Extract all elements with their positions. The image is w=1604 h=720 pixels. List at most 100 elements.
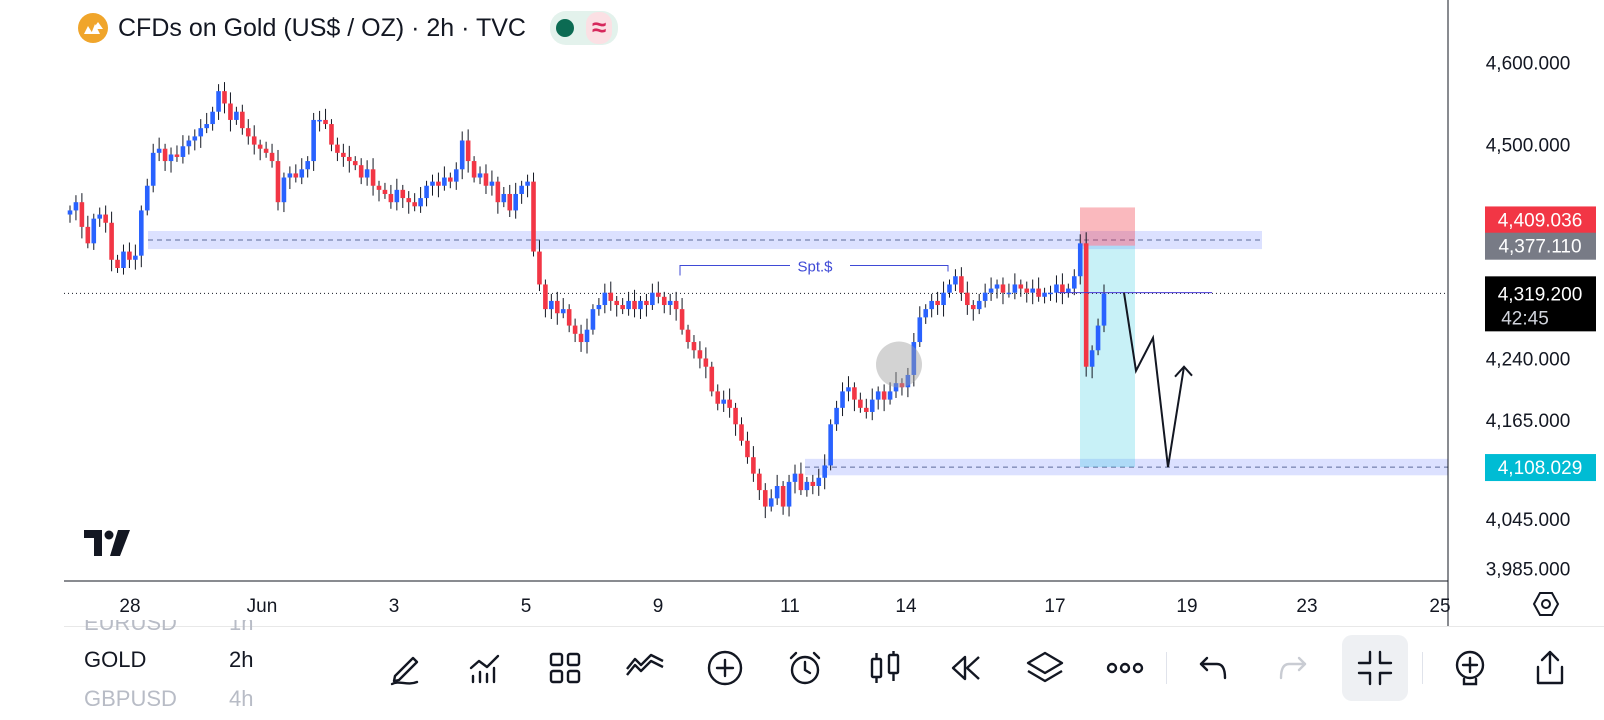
candle-body bbox=[1030, 288, 1035, 293]
candle-body bbox=[162, 148, 168, 162]
candle-body bbox=[1036, 288, 1041, 297]
candle-body bbox=[115, 259, 120, 269]
candle-body bbox=[346, 156, 352, 162]
candle-body bbox=[430, 181, 435, 186]
candle-body bbox=[1054, 284, 1059, 293]
watchlist-picker[interactable]: EURUSD 1h GOLD 2h GBPUSD 4h bbox=[84, 620, 284, 720]
price-tick-label: 4,240.000 bbox=[1486, 349, 1571, 370]
candle-body bbox=[412, 202, 417, 207]
indicators-icon[interactable] bbox=[460, 640, 510, 696]
candle-body bbox=[632, 300, 637, 310]
candle-body bbox=[792, 473, 798, 482]
candle-body bbox=[222, 91, 227, 104]
candle-body bbox=[840, 391, 845, 408]
candle-body bbox=[198, 128, 204, 137]
candle-body bbox=[762, 490, 768, 507]
candle-body bbox=[703, 358, 709, 367]
layers-icon[interactable] bbox=[1020, 640, 1070, 696]
date-tick-label: 19 bbox=[1176, 596, 1197, 617]
candle-body bbox=[810, 481, 816, 486]
candle-body bbox=[757, 473, 762, 491]
toolbar-separator bbox=[1166, 652, 1167, 684]
candle-body bbox=[893, 383, 899, 392]
candle-body bbox=[382, 189, 388, 194]
candle-body bbox=[685, 329, 691, 343]
candle-body bbox=[299, 169, 305, 178]
candle-body bbox=[109, 222, 114, 260]
candle-body bbox=[863, 407, 869, 412]
drawing-tools-icon[interactable] bbox=[620, 640, 670, 696]
undo-icon[interactable] bbox=[1188, 640, 1238, 696]
candle-body bbox=[139, 210, 144, 256]
candle-body bbox=[388, 193, 394, 203]
market-open-icon[interactable] bbox=[555, 19, 574, 37]
more-icon[interactable] bbox=[1100, 640, 1150, 696]
candle-body bbox=[376, 185, 382, 190]
candle-body bbox=[483, 173, 489, 186]
redo-icon[interactable] bbox=[1268, 640, 1318, 696]
candle-body bbox=[501, 193, 507, 203]
chart-settings-icon[interactable] bbox=[1532, 592, 1560, 616]
wave-icon[interactable]: ≈ bbox=[585, 12, 613, 44]
candle-body bbox=[673, 300, 679, 310]
layout-grid-icon[interactable] bbox=[540, 640, 590, 696]
watchlist-item-selected[interactable]: GOLD 2h bbox=[84, 647, 254, 672]
candle-body bbox=[899, 383, 905, 388]
candle-body bbox=[305, 161, 311, 170]
gold-symbol-icon[interactable] bbox=[78, 13, 108, 43]
candle-body bbox=[275, 161, 281, 203]
candle-body bbox=[531, 181, 536, 252]
date-tick-label: 23 bbox=[1296, 596, 1317, 617]
candle-body bbox=[495, 181, 501, 203]
candle-style-icon[interactable] bbox=[860, 640, 910, 696]
candle-body bbox=[959, 276, 964, 293]
candle-body bbox=[240, 111, 245, 129]
candle-body bbox=[311, 119, 316, 162]
date-tick-label: 3 bbox=[389, 596, 400, 617]
candle-body bbox=[245, 128, 251, 137]
add-alert-icon[interactable] bbox=[1445, 640, 1495, 696]
candle-body bbox=[1048, 292, 1053, 295]
candle-body bbox=[1006, 292, 1012, 295]
support-resistance-zone bbox=[805, 458, 1448, 476]
candle-body bbox=[448, 177, 453, 182]
watchlist-item[interactable]: GBPUSD 4h bbox=[84, 686, 254, 711]
symbol-title[interactable]: CFDs on Gold (US$ / OZ) · 2h · TVC bbox=[118, 13, 526, 42]
candle-body bbox=[620, 305, 625, 310]
replay-icon[interactable] bbox=[940, 640, 990, 696]
candle-body bbox=[905, 374, 911, 388]
candle-body bbox=[1071, 276, 1077, 289]
candle-body bbox=[923, 309, 929, 318]
candle-body bbox=[644, 300, 649, 306]
market-status-badges[interactable]: ≈ bbox=[549, 11, 619, 45]
candle-body bbox=[697, 350, 703, 359]
fullscreen-exit-icon[interactable] bbox=[1342, 635, 1408, 701]
candle-body bbox=[822, 465, 828, 478]
date-tick-label: Jun bbox=[247, 596, 278, 617]
candle-body bbox=[1066, 288, 1071, 293]
candle-body bbox=[1089, 350, 1095, 367]
date-tick-label: 9 bbox=[653, 596, 664, 617]
alarm-icon[interactable] bbox=[780, 640, 830, 696]
candle-body bbox=[941, 292, 946, 306]
share-icon[interactable] bbox=[1525, 640, 1575, 696]
price-label: 4,108.029 bbox=[1498, 458, 1583, 479]
add-icon[interactable] bbox=[700, 640, 750, 696]
candle-body bbox=[994, 284, 1000, 289]
candle-body bbox=[721, 399, 726, 404]
candle-body bbox=[489, 181, 495, 186]
candle-body bbox=[638, 300, 643, 310]
candle-body bbox=[103, 214, 108, 223]
price-label-box bbox=[1485, 232, 1596, 260]
candle-body bbox=[216, 91, 221, 112]
candle-body bbox=[513, 193, 518, 211]
candle-body bbox=[929, 300, 934, 310]
candle-body bbox=[566, 309, 572, 326]
annotation-line bbox=[679, 265, 949, 276]
candle-body bbox=[281, 177, 287, 203]
watchlist-item[interactable]: EURUSD 1h bbox=[84, 620, 254, 635]
pencil-icon[interactable] bbox=[380, 640, 430, 696]
date-tick-label: 5 bbox=[521, 596, 532, 617]
candle-body bbox=[988, 288, 994, 293]
